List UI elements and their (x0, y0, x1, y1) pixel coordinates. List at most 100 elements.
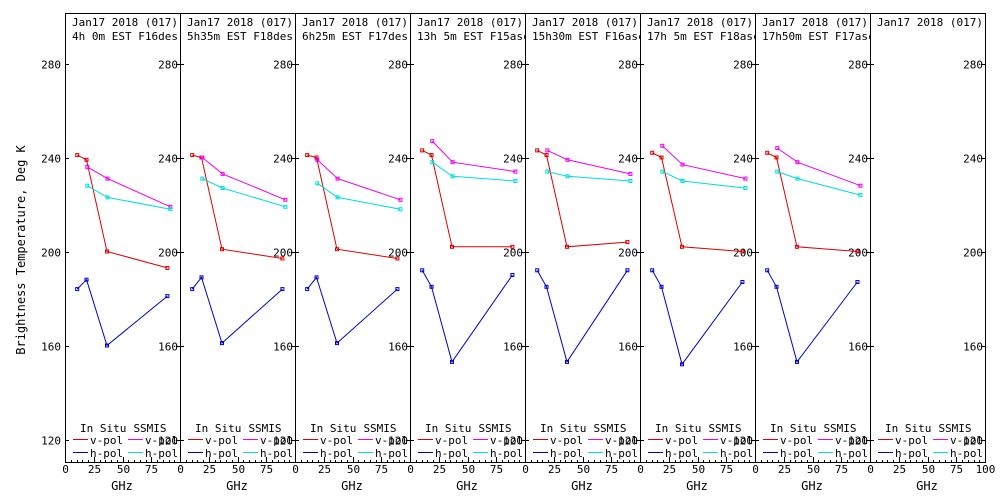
y-tick-label: 280 (273, 59, 293, 72)
ssmis-v-marker (168, 204, 173, 209)
insitu-h-line (651, 270, 743, 366)
y-tick-label: 120 (618, 435, 638, 448)
x-tick-label: 50 (807, 463, 820, 476)
insitu-h-marker (314, 275, 319, 280)
y-tick-label: 120 (503, 435, 523, 448)
x-tick-label: 75 (375, 463, 388, 476)
legend-insitu-title: In Situ (195, 422, 241, 435)
panel-frame (410, 13, 526, 463)
y-tick-label: 280 (618, 59, 638, 72)
panel-frame (870, 13, 986, 463)
panel-header: Jan17 2018 (017)17h50m EST F17asc (762, 16, 875, 43)
panel-time: 13h 5m EST F15asc (417, 30, 530, 43)
panel-date: Jan17 2018 (017) (302, 16, 408, 29)
ssmis-v-line (87, 166, 171, 208)
legend-insitu-h-label: h-pol (90, 447, 123, 460)
panel-time: 4h 0m EST F16des (72, 30, 178, 43)
panel-time: 6h25m EST F17des (302, 30, 408, 43)
y-tick-label: 240 (273, 153, 293, 166)
x-axis-label: GHz (916, 479, 938, 493)
y-tick-label: 240 (733, 153, 753, 166)
legend-insitu-v-label: v-pol (90, 434, 123, 447)
panel-header: Jan17 2018 (017)17h 5m EST F18asc (647, 16, 755, 43)
legend-ssmis-v-label: v-pol (260, 434, 293, 447)
x-axis-label: GHz (801, 479, 823, 493)
insitu-h-marker (84, 277, 89, 282)
x-tick-label: 75 (145, 463, 158, 476)
ssmis-v-marker (200, 155, 205, 160)
insitu-v-marker (75, 153, 80, 158)
x-tick-label: 75 (720, 463, 733, 476)
y-tick-label: 200 (158, 247, 178, 260)
insitu-v-marker (680, 244, 684, 249)
y-tick-label: 200 (273, 247, 293, 260)
ssmis-v-line (316, 159, 401, 201)
x-axis-label: GHz (341, 479, 363, 493)
legend-ssmis-v-label: v-pol (490, 434, 523, 447)
insitu-v-marker (84, 157, 89, 162)
insitu-h-marker (680, 362, 684, 367)
panel-frame (180, 13, 296, 463)
y-tick-label: 240 (503, 153, 523, 166)
insitu-h-marker (429, 284, 434, 289)
ssmis-v-marker (680, 162, 685, 167)
y-tick-label: 120 (388, 435, 408, 448)
y-tick-label: 200 (388, 247, 408, 260)
x-tick-label: 0 (867, 463, 874, 476)
panel-header: Jan17 2018 (017)15h30m EST F16asc (532, 16, 640, 43)
panel-date: Jan17 2018 (017) (647, 16, 753, 29)
legend-insitu-title: In Situ (310, 422, 356, 435)
x-tick-label: 50 (232, 463, 245, 476)
y-tick-label: 240 (618, 153, 638, 166)
panel-5: Jan17 2018 (017)15h30m EST F16asc 120 160 2… (525, 13, 644, 493)
insitu-v-line (192, 154, 283, 259)
ssmis-h-line (317, 182, 401, 210)
panel-7: Jan17 2018 (017)17h50m EST F17asc 120 160 2… (755, 13, 875, 493)
panel-1: Jan17 2018 (017)4h 0m EST F16des 120 160 20… (62, 13, 184, 493)
y-tick-label: 160 (388, 341, 408, 354)
ssmis-v-marker (545, 148, 550, 153)
panel-4: Jan17 2018 (017)13h 5m EST F15asc 120 160 2… (410, 13, 530, 493)
ssmis-v-marker (660, 143, 665, 148)
x-tick-label: 0 (637, 463, 644, 476)
insitu-v-marker (220, 247, 224, 252)
y-tick-label: 280 (963, 59, 983, 72)
legend-ssmis-h-label: h-pol (145, 447, 178, 460)
y-tick-label: 160 (618, 341, 638, 354)
legend-ssmis-v-label: v-pol (835, 434, 868, 447)
y-axis-label-group: Brightness Temperature, Deg K (14, 144, 28, 354)
insitu-v-marker (765, 150, 770, 155)
insitu-h-marker (740, 280, 745, 284)
legend-ssmis-v-label: v-pol (720, 434, 753, 447)
insitu-h-marker (105, 343, 109, 348)
panel-date: Jan17 2018 (017) (532, 16, 638, 29)
legend-ssmis-h-label: h-pol (260, 447, 293, 460)
insitu-v-marker (165, 265, 170, 270)
x-tick-label: 75 (260, 463, 273, 476)
panel-time: 17h50m EST F17asc (762, 30, 875, 43)
insitu-h-line (191, 276, 283, 344)
legend-ssmis-v-label: v-pol (605, 434, 638, 447)
panel-time: 5h35m EST F18des (187, 30, 293, 43)
x-tick-label: 25 (88, 463, 101, 476)
panel-3: Jan17 2018 (017)6h25m EST F17des 120 160 20… (295, 13, 414, 493)
ssmis-h-marker (430, 160, 435, 165)
y-tick-label: 280 (388, 59, 408, 72)
x-tick-label: 0 (177, 463, 184, 476)
ssmis-h-marker (545, 169, 550, 174)
panel-date: Jan17 2018 (017) (187, 16, 293, 29)
panel-frame (525, 13, 641, 463)
legend-insitu-h-label: h-pol (550, 447, 583, 460)
legend-insitu-h-label: h-pol (780, 447, 813, 460)
ssmis-h-line (202, 178, 286, 208)
legend-insitu-v-label: v-pol (780, 434, 813, 447)
panel-header: Jan17 2018 (017)13h 5m EST F15asc (417, 16, 530, 43)
insitu-v-marker (650, 150, 655, 155)
ssmis-h-marker (85, 183, 90, 188)
insitu-v-marker (450, 244, 454, 249)
ssmis-h-marker (335, 195, 340, 200)
y-tick-label: 160 (273, 341, 293, 354)
insitu-h-marker (855, 280, 860, 284)
